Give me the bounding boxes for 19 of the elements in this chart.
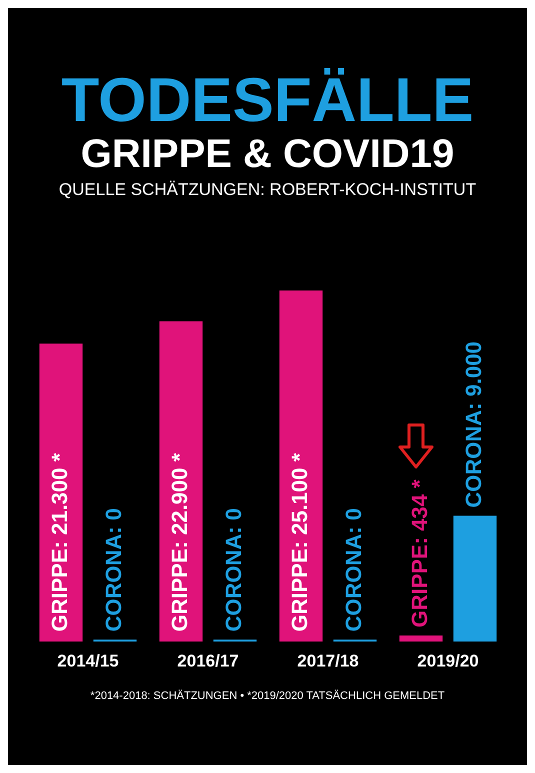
x-tick-label: 2019/20 xyxy=(416,651,478,670)
chart-title: TODESFÄLLE xyxy=(60,65,475,135)
bar xyxy=(278,290,322,642)
source-note: QUELLE SCHÄTZUNGEN: ROBERT-KOCH-INSTITUT xyxy=(58,180,478,200)
x-tick-label: 2014/15 xyxy=(56,651,118,670)
data-label: GRIPPE: 21.300 * xyxy=(46,452,72,632)
data-label: CORONA: 0 xyxy=(220,508,246,632)
data-label: GRIPPE: 22.900 * xyxy=(166,452,192,632)
x-tick-label: 2017/18 xyxy=(296,651,358,670)
bar xyxy=(158,321,202,642)
data-label: CORONA: 0 xyxy=(100,508,126,632)
x-tick-label: 2016/17 xyxy=(176,651,238,670)
text: *2014-2018: SCHÄTZUNGEN • *2019/2020 TATSÄCHLICH GEMELDET xyxy=(89,690,446,702)
bar xyxy=(452,516,496,642)
data-label: CORONA: 0 xyxy=(340,508,366,632)
data-label: GRIPPE: 434 * xyxy=(406,479,432,628)
data-label: CORONA: 9.000 xyxy=(460,341,486,508)
chart-subtitle: GRIPPE & COVID19 xyxy=(80,132,456,176)
data-label: GRIPPE: 25.100 * xyxy=(286,452,312,632)
